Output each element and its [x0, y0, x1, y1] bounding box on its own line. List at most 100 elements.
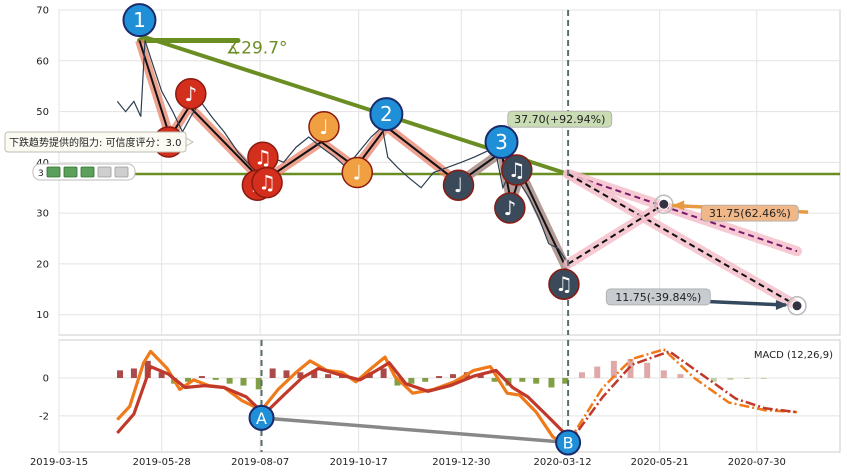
- value-annotation: 11.75(-39.84%): [615, 291, 701, 304]
- macd-histogram-bar: [491, 377, 498, 382]
- macd-histogram-bar: [158, 372, 165, 378]
- macd-histogram-bar: [408, 377, 415, 384]
- target-arrowhead-orange: [672, 200, 685, 211]
- macd-histogram-bar: [533, 377, 540, 384]
- macd-histogram-bar: [325, 374, 332, 378]
- macd-histogram-bar: [594, 366, 601, 378]
- macd-histogram-bar: [727, 377, 734, 380]
- macd-forecast-line: [567, 348, 798, 444]
- value-annotation: 37.70(+92.94%): [514, 113, 605, 126]
- x-tick-label: 2019-12-30: [432, 457, 490, 468]
- macd-legend: MACD (12,26,9): [754, 350, 833, 361]
- note-glyph: ♫: [258, 171, 276, 195]
- macd-histogram-bar: [610, 360, 617, 378]
- projection-line: [567, 173, 798, 253]
- macd-histogram-bar: [562, 377, 569, 384]
- price-y-tick-label: 10: [36, 310, 49, 321]
- x-tick-label: 2019-10-17: [330, 457, 388, 468]
- price-y-tick-label: 60: [36, 56, 49, 67]
- wave-label: 3: [495, 130, 508, 154]
- macd-histogram-bar: [255, 377, 262, 390]
- macd-histogram-bar: [644, 362, 651, 378]
- note-marker: [175, 78, 207, 110]
- macd-histogram-bar: [311, 370, 318, 378]
- macd-histogram-bar: [660, 370, 667, 378]
- divergence-label: A: [256, 409, 267, 428]
- annotation-layer: 37.70(+92.94%) 31.75(62.46%) 11.75(-39.84%…: [4, 110, 799, 306]
- x-tick-label: 2019-08-07: [231, 457, 289, 468]
- note-glyph: ♩: [319, 115, 328, 139]
- macd-histogram-bar: [380, 368, 387, 378]
- macd-histogram-bar: [760, 377, 767, 379]
- note-glyph: ♩: [353, 161, 362, 185]
- macd-panel-frame: [58, 339, 841, 453]
- macd-histogram-bar: [710, 377, 717, 382]
- rating-star-icon: [114, 166, 129, 178]
- value-annotation: 31.75(62.46%): [709, 207, 791, 220]
- macd-histogram-bar: [130, 368, 137, 378]
- x-tick-label: 2019-05-28: [133, 457, 191, 468]
- note-glyph: ♫: [254, 145, 272, 169]
- angle-label: ∡29.7°: [226, 38, 288, 58]
- value-annotation-box: [605, 288, 711, 306]
- macd-histogram-bar: [226, 377, 233, 384]
- x-tick-label: 2020-05-21: [631, 457, 689, 468]
- note-marker: [308, 111, 340, 143]
- macd-histogram-bar: [212, 377, 219, 380]
- macd-histogram-bar: [449, 374, 456, 378]
- wave-label-circle: [122, 3, 157, 38]
- target-dot: [658, 198, 670, 210]
- macd-histogram-bar: [519, 377, 526, 382]
- macd-histogram-bar: [677, 374, 684, 378]
- macd-histogram-bar: [422, 377, 429, 382]
- target-ring: [787, 296, 807, 316]
- note-glyph: ♪: [503, 196, 516, 220]
- note-glyph: ♫: [508, 158, 526, 182]
- rating-star-icon: [46, 166, 61, 178]
- note-marker: [341, 156, 374, 189]
- divergence-point: [555, 429, 582, 456]
- grid-layer: [58, 9, 841, 453]
- wave-label-circle: [484, 125, 519, 160]
- rating-star-icon: [63, 166, 78, 178]
- x-tick-label: 2019-03-15: [30, 457, 88, 468]
- macd-y-tick-label: 0: [43, 373, 49, 384]
- value-annotation-box: [700, 204, 799, 222]
- macd-histogram-bar: [338, 376, 345, 378]
- rating-label: 3: [38, 169, 44, 179]
- macd-layer: A B MACD (12,26,9): [116, 340, 833, 456]
- macd-histogram-bar: [117, 370, 124, 378]
- rating-star-icon: [97, 166, 112, 178]
- macd-histogram-bar: [548, 377, 555, 388]
- wave-label: 1: [133, 8, 146, 32]
- macd-histogram-bar: [198, 376, 205, 378]
- price-y-tick-label: 50: [36, 107, 49, 118]
- axis-layer: 2019-03-15 2019-05-28 2019-08-07 2019-10-17…: [30, 6, 786, 469]
- rating-star-icon: [80, 166, 95, 178]
- divergence-line: [261, 416, 569, 445]
- x-tick-label: 2020-07-30: [728, 457, 786, 468]
- divergence-label: B: [563, 434, 574, 453]
- x-tick-label: 2020-03-12: [533, 457, 591, 468]
- macd-histogram-bar: [144, 360, 151, 378]
- note-marker: [442, 169, 475, 201]
- macd-histogram-bar: [297, 372, 304, 378]
- projection-line: [567, 173, 798, 307]
- macd-histogram-bar: [240, 377, 247, 386]
- target-arrowhead-dark: [775, 300, 788, 311]
- note-glyph: ♪: [184, 82, 197, 106]
- wave-label-circle: [369, 97, 404, 132]
- note-marker: [548, 268, 580, 300]
- price-y-tick-label: 20: [36, 259, 49, 270]
- target-dot: [791, 300, 803, 312]
- note-glyph: ♩: [454, 173, 463, 197]
- macd-histogram-bar: [477, 374, 484, 378]
- macd-histogram-bar: [436, 376, 443, 378]
- wave-label: 2: [380, 102, 393, 126]
- price-line: [116, 40, 569, 265]
- macd-histogram-bar: [394, 377, 401, 386]
- note-marker: [494, 192, 526, 224]
- price-y-tick-label: 30: [36, 209, 49, 220]
